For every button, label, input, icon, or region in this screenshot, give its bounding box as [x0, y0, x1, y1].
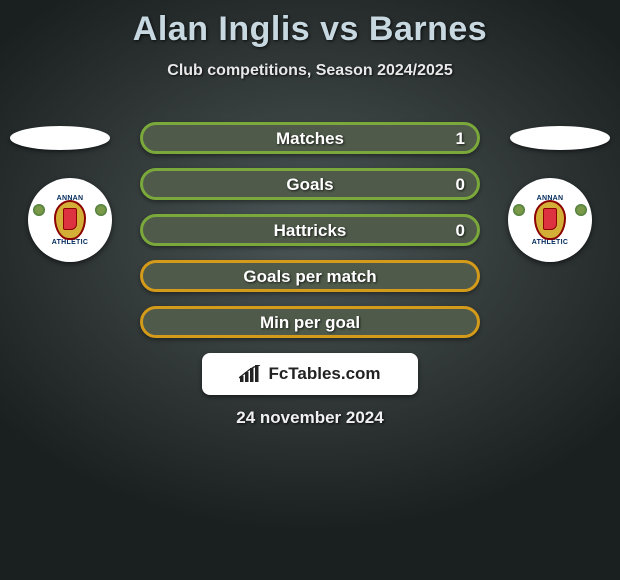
stat-value-right: 0 — [456, 175, 465, 195]
snapshot-date: 24 november 2024 — [0, 408, 620, 428]
page-title: Alan Inglis vs Barnes — [0, 10, 620, 49]
stat-label: Matches — [143, 129, 477, 149]
player-photo-left — [10, 126, 110, 150]
page-subtitle: Club competitions, Season 2024/2025 — [0, 62, 620, 80]
thistle-icon — [95, 204, 107, 216]
thistle-icon — [513, 204, 525, 216]
stat-row: Hattricks0 — [140, 214, 480, 246]
bar-chart-icon — [239, 365, 261, 383]
thistle-icon — [575, 204, 587, 216]
stat-row: Matches1 — [140, 122, 480, 154]
stats-panel: Matches1Goals0Hattricks0Goals per matchM… — [140, 122, 480, 352]
club-badge-right: ANNAN ATHLETIC — [508, 178, 592, 262]
club-word-bot-left: ATHLETIC — [52, 239, 89, 246]
branding-text: FcTables.com — [268, 364, 380, 384]
stat-row: Min per goal — [140, 306, 480, 338]
stat-row: Goals per match — [140, 260, 480, 292]
thistle-icon — [33, 204, 45, 216]
player-photo-right — [510, 126, 610, 150]
boot-icon — [63, 208, 77, 230]
stat-label: Min per goal — [143, 313, 477, 333]
shield-icon — [54, 200, 86, 240]
stat-row: Goals0 — [140, 168, 480, 200]
shield-icon — [534, 200, 566, 240]
club-word-bot-right: ATHLETIC — [532, 239, 569, 246]
club-badge-left: ANNAN ATHLETIC — [28, 178, 112, 262]
branding-badge: FcTables.com — [202, 353, 418, 395]
stat-label: Goals — [143, 175, 477, 195]
stat-label: Goals per match — [143, 267, 477, 287]
stat-value-right: 1 — [456, 129, 465, 149]
boot-icon — [543, 208, 557, 230]
stat-label: Hattricks — [143, 221, 477, 241]
stat-value-right: 0 — [456, 221, 465, 241]
